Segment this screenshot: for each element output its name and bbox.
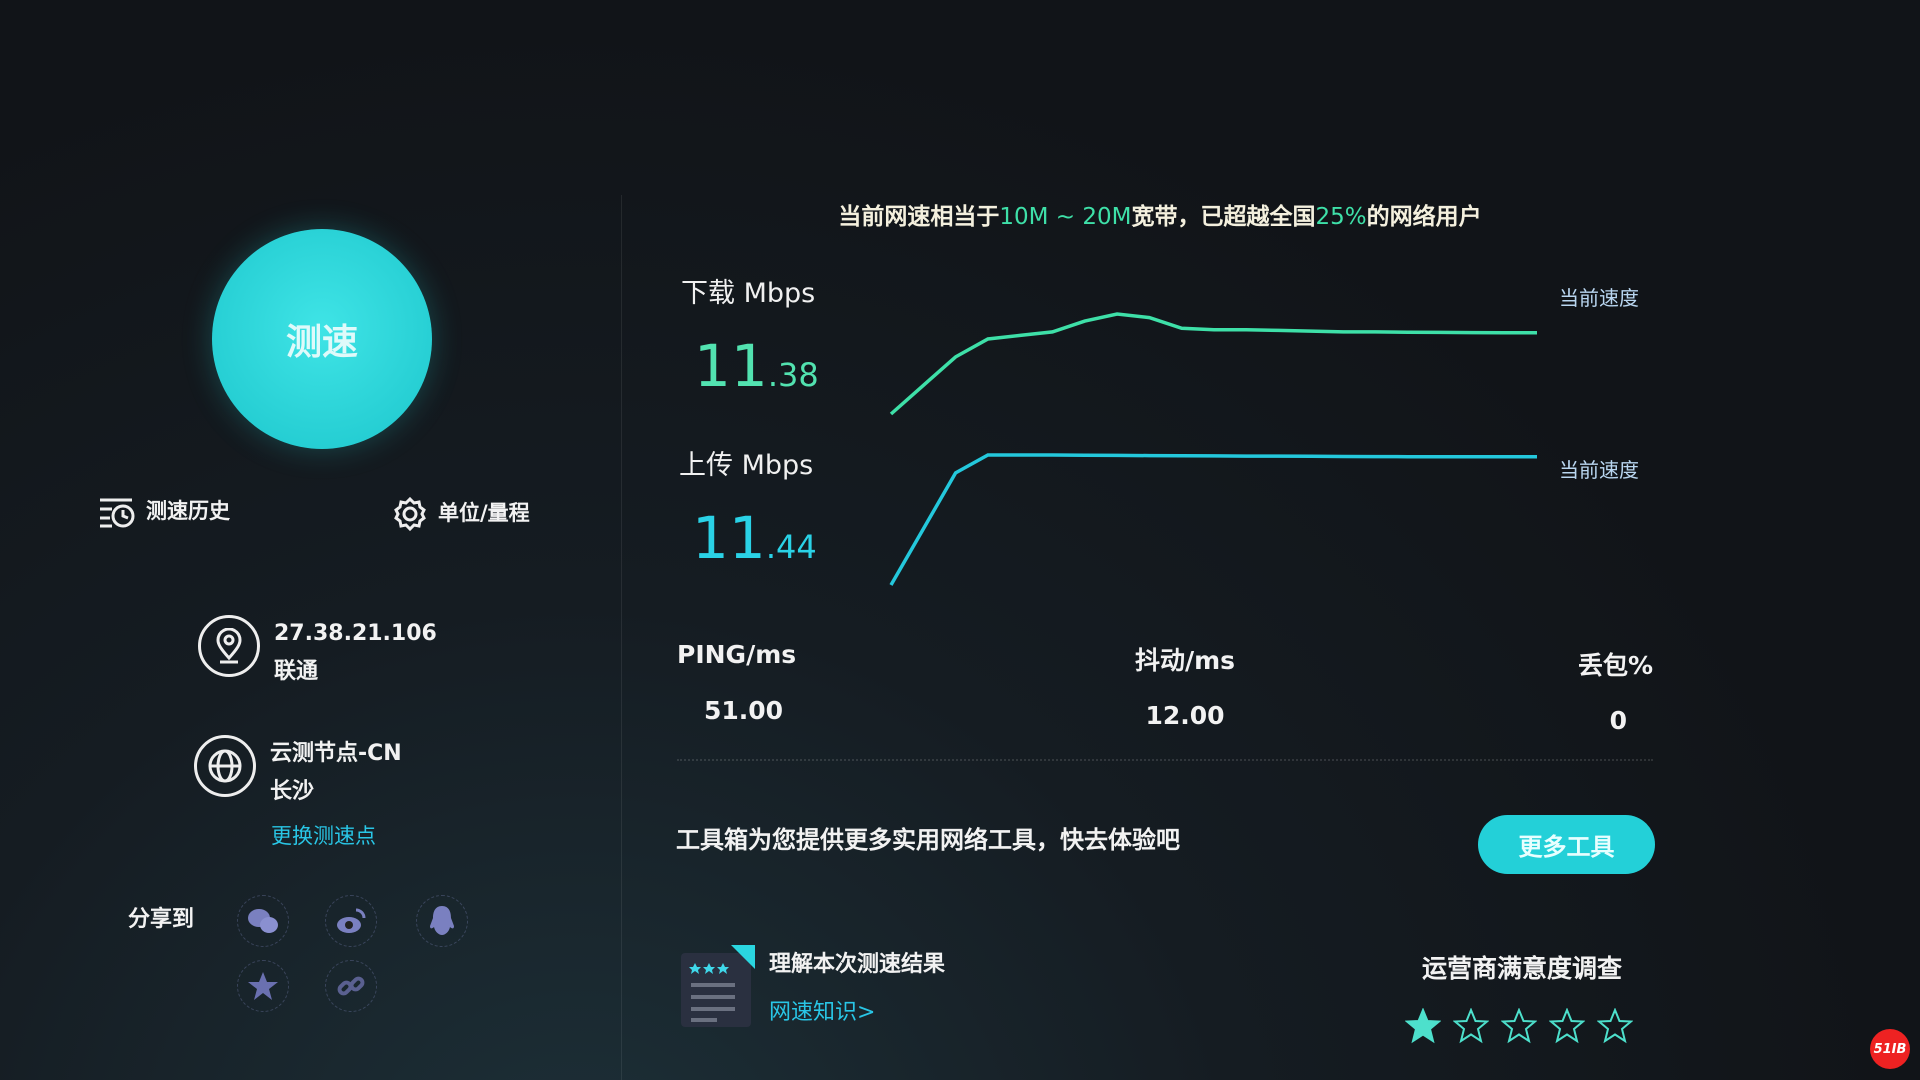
node-info: 云测节点-CN 长沙 [194, 735, 402, 811]
isp-name: 联通 [274, 659, 319, 684]
globe-icon [194, 735, 256, 797]
speed-knowledge-link[interactable]: 网速知识> [769, 1000, 876, 1025]
qzone-icon [248, 972, 278, 1000]
stats-divider [677, 759, 1653, 761]
knowledge-title: 理解本次测速结果 [769, 952, 946, 977]
share-qzone-button[interactable] [237, 960, 289, 1012]
speed-chart [889, 312, 1537, 586]
upload-value: 11.44 [692, 504, 817, 572]
rating-star-2[interactable] [1453, 1008, 1489, 1044]
share-weibo-button[interactable] [325, 895, 377, 947]
node-name: 云测节点-CN [270, 741, 402, 766]
gear-icon [394, 496, 426, 532]
unit-range-button[interactable]: 单位/量程 [392, 496, 530, 532]
more-tools-button[interactable]: 更多工具 [1478, 815, 1655, 874]
watermark-logo: 51IB [1870, 1029, 1910, 1069]
history-button[interactable]: 测速历史 [98, 496, 230, 528]
jitter-value: 12.00 [1145, 701, 1225, 730]
packet-loss-value: 0 [1609, 706, 1627, 735]
download-value: 11.38 [694, 332, 819, 400]
ping-value: 51.00 [704, 696, 784, 725]
share-qq-button[interactable] [416, 895, 468, 947]
download-label: 下载 Mbps [681, 278, 816, 309]
upload-current-label: 当前速度 [1559, 458, 1639, 482]
wechat-icon [248, 909, 278, 933]
jitter-label: 抖动/ms [1134, 646, 1236, 675]
start-test-button[interactable]: 测速 [212, 229, 432, 449]
share-link-button[interactable] [325, 960, 377, 1012]
ping-label: PING/ms [677, 640, 797, 669]
share-label: 分享到 [128, 907, 195, 932]
speed-summary: 当前网速相当于10M ~ 20M宽带，已超越全国25%的网络用户 [838, 204, 1482, 230]
rating-star-1[interactable] [1405, 1008, 1441, 1044]
link-icon [337, 976, 365, 996]
change-node-link[interactable]: 更换测速点 [271, 824, 376, 848]
location-pin-icon [198, 615, 260, 677]
vertical-divider [621, 195, 622, 1080]
share-wechat-button[interactable] [237, 895, 289, 947]
qq-icon [430, 906, 454, 935]
survey-title: 运营商满意度调查 [1421, 954, 1622, 983]
survey-rating[interactable] [1405, 1008, 1633, 1044]
rating-star-4[interactable] [1549, 1008, 1585, 1044]
rating-star-3[interactable] [1501, 1008, 1537, 1044]
history-icon [100, 498, 135, 528]
upload-label: 上传 Mbps [679, 450, 814, 481]
ip-info: 27.38.21.106 联通 [198, 615, 437, 691]
toolbox-text: 工具箱为您提供更多实用网络工具，快去体验吧 [676, 826, 1180, 854]
packet-loss-label: 丢包% [1577, 651, 1653, 680]
download-speed-line [889, 312, 1537, 416]
node-city: 长沙 [270, 779, 315, 804]
ip-address: 27.38.21.106 [274, 621, 437, 646]
weibo-icon [337, 908, 366, 933]
rating-star-5[interactable] [1597, 1008, 1633, 1044]
upload-speed-line [889, 453, 1537, 586]
download-current-label: 当前速度 [1559, 286, 1639, 310]
result-document-icon [681, 945, 755, 1027]
